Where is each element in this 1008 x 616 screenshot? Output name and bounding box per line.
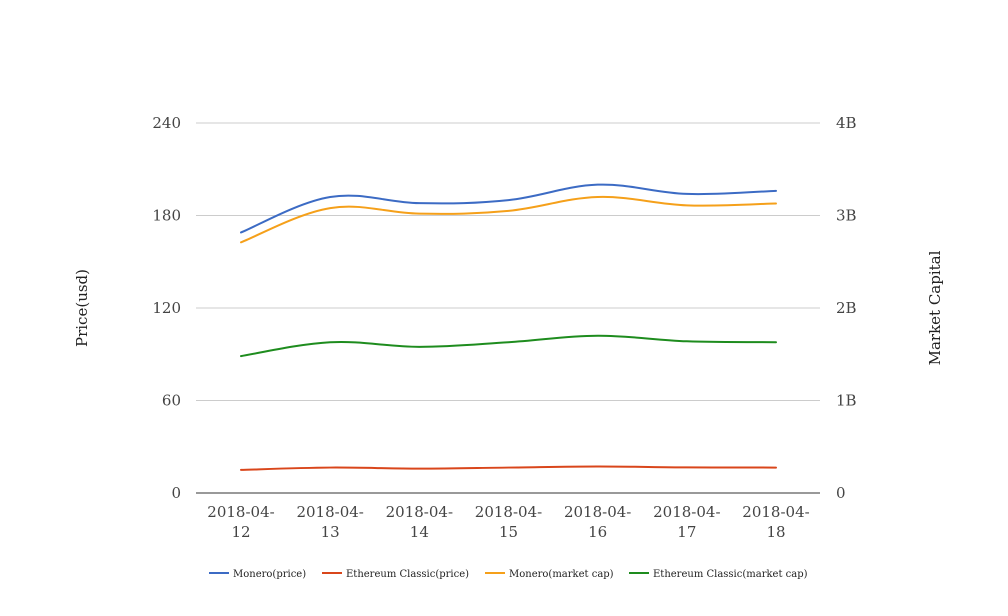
y-right-tick-label: 1B	[836, 392, 857, 410]
series-line-ethereum-classic-price	[240, 465, 777, 471]
legend-item-monero-price: Monero(price)	[209, 569, 306, 580]
legend-item-monero-market-cap: Monero(market cap)	[485, 569, 614, 580]
x-tick-label: 2018-04-18	[742, 503, 809, 541]
gridlines	[196, 122, 820, 401]
legend-item-ethereum-classic-price: Ethereum Classic(price)	[322, 569, 469, 580]
y-right-tick-label: 4B	[836, 114, 857, 132]
x-tick-label: 2018-04-16	[564, 503, 631, 541]
x-tick-label: 2018-04-17	[653, 503, 720, 541]
legend: Monero(price) Ethereum Classic(price) Mone…	[209, 569, 808, 580]
y-left-tick-label: 240	[152, 114, 181, 132]
y-left-tick-label: 120	[152, 299, 181, 317]
series-line-ethereum-classic-market-cap	[240, 334, 777, 358]
legend-label: Monero(market cap)	[509, 569, 614, 580]
y-axis-left-title: Price(usd)	[73, 269, 91, 347]
y-right-tick-label: 2B	[836, 299, 857, 317]
tick-labels: 0 0 60 1B 120 2B 180 3B 240 4B 2018-04-12 2018-04-1…	[152, 114, 856, 541]
x-tick-label: 2018-04-13	[296, 503, 363, 541]
series-line-monero-market-cap	[240, 195, 777, 244]
y-left-tick-label: 180	[152, 207, 181, 225]
legend-label: Ethereum Classic(market cap)	[653, 569, 808, 580]
legend-item-ethereum-classic-market-cap: Ethereum Classic(market cap)	[629, 569, 808, 580]
x-tick-label: 2018-04-15	[475, 503, 542, 541]
y-axis-right-title: Market Capital	[926, 250, 944, 365]
legend-label: Ethereum Classic(price)	[346, 569, 469, 580]
legend-label: Monero(price)	[233, 569, 306, 580]
series-lines	[240, 183, 777, 471]
x-tick-label: 2018-04-14	[386, 503, 453, 541]
series-line-monero-price	[240, 183, 777, 234]
y-right-tick-label: 3B	[836, 207, 857, 225]
y-right-tick-label: 0	[836, 484, 846, 502]
x-tick-label: 2018-04-12	[207, 503, 274, 541]
axis-titles: Price(usd) Market Capital	[73, 250, 944, 365]
y-left-tick-label: 0	[171, 484, 181, 502]
y-left-tick-label: 60	[162, 392, 181, 410]
